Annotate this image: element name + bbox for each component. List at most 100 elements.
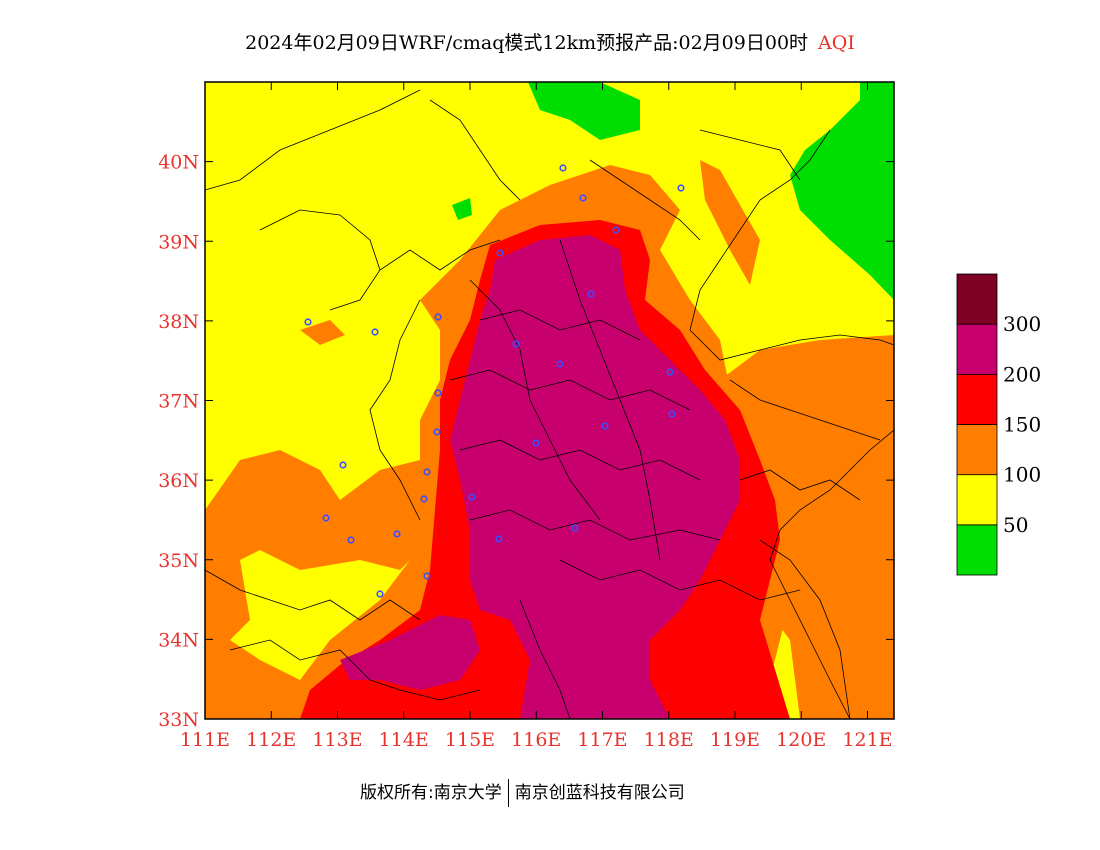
city-marker bbox=[393, 530, 401, 538]
boundary-line bbox=[519, 599, 571, 719]
longitude-axis: 111E 112E 113E 114E 115E 116E 117E 118E 119E 120E… bbox=[180, 82, 893, 751]
city-marker bbox=[668, 410, 676, 418]
city-marker bbox=[495, 535, 503, 543]
aqi-band-200-300-southwest bbox=[340, 615, 480, 690]
boundary-line bbox=[589, 159, 701, 241]
legend-label: 150 bbox=[1003, 413, 1041, 437]
city-marker bbox=[587, 290, 595, 298]
footer-separator bbox=[507, 779, 509, 807]
city-markers bbox=[304, 164, 685, 598]
lon-tick-label: 120E bbox=[776, 729, 826, 751]
boundary-line bbox=[459, 439, 701, 481]
city-marker bbox=[468, 493, 476, 501]
aqi-band-0-50-dot bbox=[452, 198, 472, 220]
city-marker bbox=[434, 389, 442, 397]
lon-tick-label: 114E bbox=[379, 729, 429, 751]
aqi-band-100-150-southwest bbox=[205, 450, 430, 719]
boundary-line bbox=[449, 369, 691, 411]
lon-tick-label: 118E bbox=[644, 729, 694, 751]
city-marker bbox=[532, 439, 540, 447]
boundary-line bbox=[429, 99, 521, 201]
boundary-line bbox=[379, 239, 501, 271]
city-marker bbox=[423, 572, 431, 580]
boundary-line bbox=[205, 569, 421, 621]
admin-boundaries bbox=[205, 89, 894, 719]
lat-tick-label: 39N bbox=[158, 231, 199, 253]
city-marker bbox=[496, 249, 504, 257]
copyright-left: 版权所有:南京大学 bbox=[360, 783, 502, 803]
aqi-band-0-50-north bbox=[528, 82, 894, 300]
boundary-line bbox=[469, 509, 721, 541]
lon-tick-label: 113E bbox=[312, 729, 362, 751]
city-marker bbox=[666, 368, 674, 376]
aqi-band-0-50-north-small bbox=[528, 82, 640, 140]
city-marker bbox=[571, 524, 579, 532]
copyright-right: 南京创蓝科技有限公司 bbox=[514, 783, 685, 803]
aqi-field bbox=[205, 82, 894, 719]
boundary-line bbox=[229, 639, 481, 701]
city-marker bbox=[423, 468, 431, 476]
city-marker bbox=[371, 328, 379, 336]
lon-tick-label: 112E bbox=[246, 729, 296, 751]
aqi-band-200-300 bbox=[450, 235, 740, 719]
city-marker bbox=[559, 164, 567, 172]
lat-tick-label: 35N bbox=[158, 550, 199, 572]
city-marker bbox=[579, 194, 587, 202]
city-marker bbox=[556, 360, 564, 368]
lat-tick-label: 33N bbox=[158, 709, 199, 731]
legend-swatch bbox=[956, 424, 998, 476]
boundary-line bbox=[759, 539, 851, 719]
boundary-line bbox=[259, 209, 381, 311]
boundary-line bbox=[205, 89, 421, 191]
city-marker bbox=[339, 461, 347, 469]
city-marker bbox=[376, 590, 384, 598]
copyright-footer: 版权所有:南京大学 南京创蓝科技有限公司 bbox=[360, 778, 685, 807]
legend-swatch bbox=[956, 524, 998, 576]
boundary-line bbox=[729, 379, 881, 441]
boundary-line bbox=[699, 129, 801, 181]
lon-tick-label: 116E bbox=[511, 729, 561, 751]
variable-label: AQI bbox=[818, 32, 855, 54]
city-marker bbox=[420, 495, 428, 503]
city-marker bbox=[322, 514, 330, 522]
lon-tick-label: 117E bbox=[577, 729, 627, 751]
lon-tick-label: 111E bbox=[180, 729, 230, 751]
legend-swatch bbox=[956, 373, 998, 425]
map-title: 2024年02月09日WRF/cmaq模式12km预报产品:02月09日00时 A… bbox=[0, 28, 1100, 55]
boundary-line bbox=[559, 559, 801, 601]
lon-tick-label: 119E bbox=[710, 729, 760, 751]
latitude-axis: 33N 34N 35N 36N 37N 38N 39N 40N bbox=[158, 152, 894, 731]
lon-tick-label: 115E bbox=[445, 729, 495, 751]
aqi-band-100-150-east bbox=[720, 335, 894, 719]
lat-tick-label: 38N bbox=[158, 311, 199, 333]
city-marker bbox=[347, 536, 355, 544]
city-marker bbox=[601, 422, 609, 430]
legend-label: 300 bbox=[1003, 312, 1041, 336]
lat-tick-label: 34N bbox=[158, 629, 199, 651]
legend-swatch bbox=[956, 474, 998, 526]
legend-swatch bbox=[956, 323, 998, 375]
city-marker bbox=[612, 226, 620, 234]
city-marker bbox=[434, 313, 442, 321]
boundary-line bbox=[739, 469, 861, 501]
lat-tick-label: 37N bbox=[158, 391, 199, 413]
lat-tick-label: 36N bbox=[158, 470, 199, 492]
aqi-band-100-150-strip bbox=[700, 160, 760, 285]
title-text: 2024年02月09日WRF/cmaq模式12km预报产品:02月09日00时 bbox=[245, 32, 809, 54]
city-marker bbox=[512, 340, 520, 348]
coastline bbox=[769, 429, 894, 719]
legend-label: 200 bbox=[1003, 362, 1041, 386]
boundary-line bbox=[559, 239, 661, 561]
legend-label: 100 bbox=[1003, 463, 1041, 487]
lon-tick-label: 121E bbox=[842, 729, 892, 751]
lat-tick-label: 40N bbox=[158, 152, 199, 174]
boundary-line bbox=[469, 279, 601, 521]
legend-label: 50 bbox=[1003, 513, 1028, 537]
aqi-legend: 50 100 150 200 300 bbox=[956, 273, 1041, 576]
city-marker bbox=[304, 318, 312, 326]
boundary-line bbox=[479, 309, 641, 341]
city-marker bbox=[677, 184, 685, 192]
boundary-line bbox=[369, 299, 421, 521]
aqi-band-100-150-patch bbox=[300, 320, 345, 345]
